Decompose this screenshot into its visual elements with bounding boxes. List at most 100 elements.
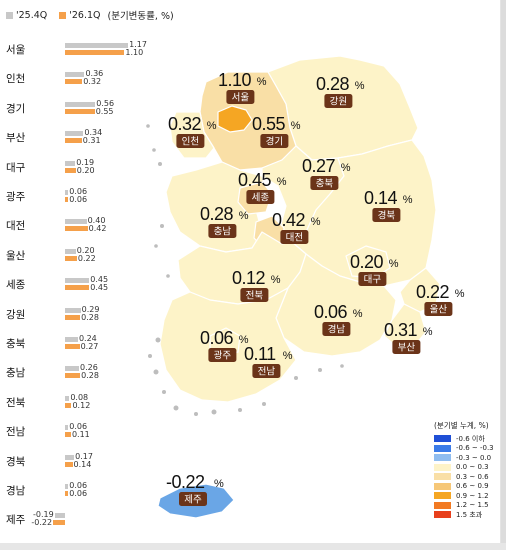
bar-row: 대구 0.19 0.20 — [0, 152, 170, 186]
region-value: 0.27 — [302, 156, 336, 176]
color-scale-swatch — [434, 482, 451, 490]
bar-category-label: 충북 — [6, 338, 26, 350]
region-percent-sign: % — [283, 350, 293, 362]
legend-swatch-curr — [59, 11, 67, 19]
bar-value-label: 1.10 — [125, 48, 144, 57]
region-name-tag: 대구 — [358, 272, 387, 286]
region-value: 0.32 — [168, 114, 202, 134]
color-scale-swatch — [434, 454, 451, 462]
bar-prev-quarter — [65, 72, 85, 78]
bar-prev-quarter — [54, 513, 65, 519]
region-name: 대구 — [364, 275, 382, 286]
region-name: 전북 — [246, 291, 264, 302]
legend-swatch-prev — [6, 11, 13, 19]
bar-value-label: 0.19 — [76, 157, 95, 167]
callout-jeonbuk: 0.12 % 전북 — [232, 268, 281, 302]
bar-prev-quarter — [65, 219, 87, 225]
region-value: 0.06 — [314, 302, 348, 322]
bar-row: 대전 0.40 0.42 — [0, 210, 170, 244]
bar-category-label: 전남 — [6, 426, 26, 439]
region-name: 제주 — [184, 495, 202, 506]
callout-jeonnam: 0.11 % 전남 — [244, 344, 293, 378]
region-name-tag: 충남 — [208, 224, 237, 238]
bar-value-label: 0.32 — [83, 77, 102, 87]
region-name: 광주 — [214, 350, 232, 362]
bar-row: 경기 0.56 0.55 — [0, 93, 170, 127]
bar-value-label: -0.19 — [33, 510, 54, 520]
bar-prev-quarter — [65, 395, 70, 401]
callout-ulsan: 0.22 % 울산 — [416, 282, 465, 316]
region-percent-sign: % — [271, 274, 281, 286]
callout-daejeon: 0.42 % 대전 — [272, 210, 321, 244]
bar-curr-quarter — [65, 167, 76, 173]
region-name: 전남 — [258, 367, 276, 378]
bar-prev-quarter — [65, 484, 69, 489]
bar-category-label: 울산 — [6, 249, 26, 262]
bar-curr-quarter — [65, 197, 69, 202]
color-scale-label: 0.0 ~ 0.3 — [456, 463, 489, 472]
region-name-tag: 광주 — [208, 348, 237, 362]
bar-curr-quarter — [65, 285, 90, 291]
color-scale-label: 0.6 ~ 0.9 — [456, 482, 489, 491]
bar-value-label: 0.42 — [88, 224, 107, 234]
bar-row: 부산 0.34 0.31 — [0, 122, 170, 156]
bar-curr-quarter — [65, 255, 77, 261]
bar-category-label: 광주 — [6, 191, 26, 203]
right-edge-strip — [501, 0, 506, 550]
color-scale-title: (분기별 누계, %) — [434, 421, 489, 430]
bar-value-label: 0.22 — [77, 253, 96, 263]
bar-curr-quarter — [65, 50, 125, 55]
region-daegu — [345, 245, 391, 279]
bar-curr-quarter — [65, 402, 72, 408]
bar-curr-quarter — [65, 314, 81, 320]
bar-row: 전북 0.08 0.12 — [0, 387, 170, 421]
legend-note: (분기변동률, %) — [107, 11, 174, 22]
callout-jeju: -0.22 % 제주 — [166, 472, 224, 506]
region-name: 경기 — [266, 136, 283, 148]
region-name-tag: 울산 — [424, 302, 453, 316]
bar-category-label: 제주 — [6, 514, 26, 527]
bar-row: 광주 0.06 0.06 — [0, 181, 170, 215]
region-busan — [383, 303, 427, 347]
region-name: 경북 — [378, 210, 396, 222]
region-percent-sign: % — [355, 80, 365, 92]
bar-row: 제주 -0.19 -0.22 — [0, 504, 170, 538]
color-scale-item: -0.3 ~ 0.0 — [434, 453, 502, 463]
bar-curr-quarter — [65, 461, 73, 467]
color-scale-item: 0.0 ~ 0.3 — [434, 463, 502, 473]
region-percent-sign: % — [353, 308, 363, 320]
bar-row: 서울 1.17 1.10 — [0, 34, 170, 68]
region-value: 1.10 — [218, 70, 252, 90]
bar-value-label: 0.28 — [81, 312, 99, 322]
bar-category-label: 경남 — [6, 485, 26, 497]
color-scale-item: 0.9 ~ 1.2 — [434, 491, 502, 501]
bar-row: 전남 0.06 0.11 — [0, 416, 170, 450]
region-name-tag: 경남 — [322, 322, 351, 336]
region-name-tag: 강원 — [324, 94, 353, 108]
bar-value-label: 0.28 — [81, 371, 99, 381]
bar-value-label: 0.06 — [69, 187, 88, 196]
region-value: 0.20 — [350, 252, 384, 272]
region-name: 세종 — [252, 193, 270, 204]
bar-value-label: 0.06 — [69, 489, 88, 498]
region-percent-sign: % — [207, 120, 217, 132]
bar-prev-quarter — [65, 160, 76, 166]
region-value: -0.22 — [166, 472, 205, 492]
bar-category-label: 경기 — [6, 102, 26, 115]
bar-category-label: 경북 — [6, 455, 26, 468]
bar-value-label: 0.31 — [82, 136, 101, 146]
bar-category-label: 대전 — [6, 220, 26, 233]
bar-value-label: 0.45 — [90, 275, 109, 285]
bar-value-label: 0.12 — [72, 400, 91, 410]
bar-value-label: 0.17 — [75, 451, 93, 461]
region-name-tag: 인천 — [176, 134, 205, 148]
islands-decoration — [146, 124, 344, 416]
region-value: 0.12 — [232, 268, 266, 288]
bar-prev-quarter — [65, 248, 76, 254]
region-name-tag: 충북 — [310, 176, 339, 190]
bar-category-label: 서울 — [6, 44, 26, 56]
region-callouts: 1.10 % 서울 0.32 % 인천 0.55 % 경기 0.28 % 강원 0.27 % 충북 0.45%… — [166, 70, 465, 506]
region-name-tag: 제주 — [179, 492, 207, 506]
bar-curr-quarter — [65, 344, 80, 349]
bar-prev-quarter — [65, 278, 90, 284]
